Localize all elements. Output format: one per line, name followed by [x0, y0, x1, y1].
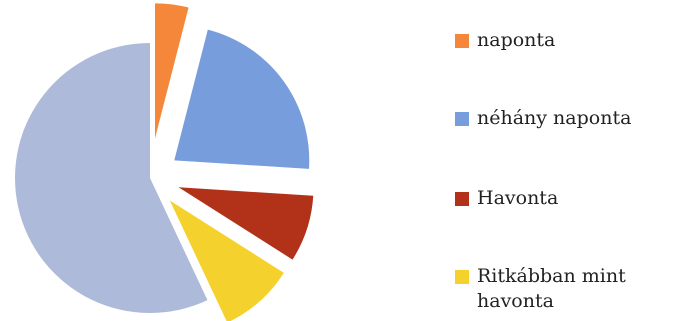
pie-slice-havonta: [178, 187, 314, 260]
legend-label: naponta: [477, 29, 556, 51]
legend-swatch: [455, 192, 469, 206]
pie-slice-naponta: [155, 3, 189, 139]
pie-slice-néhány-naponta: [174, 29, 310, 169]
legend-item-ritkabban-mint-havonta: Ritkábban mint havonta: [455, 264, 680, 314]
legend-swatch: [455, 112, 469, 126]
legend-swatch: [455, 34, 469, 48]
legend-item-naponta: naponta: [455, 28, 555, 53]
legend-label: Havonta: [477, 187, 559, 209]
legend-item-nehany-naponta: néhány naponta: [455, 106, 631, 131]
legend-swatch: [455, 270, 469, 284]
pie-slice-unlabeled: [14, 42, 208, 314]
legend-label: néhány naponta: [477, 107, 632, 129]
pie-slice-ritkábban-mint-havonta: [169, 200, 284, 321]
legend-label: Ritkábban mint havonta: [477, 265, 626, 312]
legend-item-havonta: Havonta: [455, 186, 558, 211]
